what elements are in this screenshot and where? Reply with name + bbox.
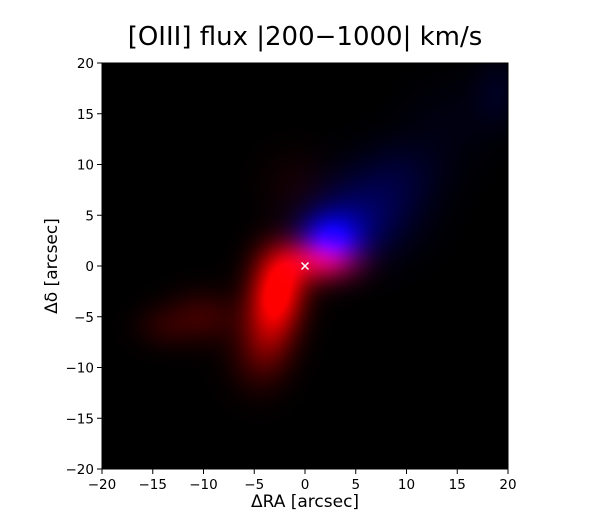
plot-area: [102, 63, 508, 469]
x-tick-label: −20: [88, 477, 117, 493]
y-tick-label: 5: [85, 208, 94, 224]
y-tick-label: −5: [74, 310, 94, 326]
y-tick-label: 15: [77, 107, 94, 123]
y-tick-label: 0: [85, 259, 94, 275]
x-tick-label: 15: [449, 477, 466, 493]
marker-layer: [300, 261, 310, 271]
x-tick-label: 20: [499, 477, 516, 493]
y-axis-label: Δδ [arcsec]: [42, 218, 62, 314]
y-tick-label: 20: [77, 56, 94, 72]
x-tick-label: −5: [244, 477, 264, 493]
x-tick-label: 0: [301, 477, 310, 493]
center-marker-stroke: [300, 261, 310, 271]
y-tick-label: −20: [66, 462, 95, 478]
x-tick-label: −10: [189, 477, 218, 493]
y-axis: −20 −15 −10 −5 0 5 10 15 20: [66, 56, 102, 478]
center-marker: [300, 261, 310, 271]
y-tick-label: −10: [66, 361, 95, 377]
x-tick-label: 10: [398, 477, 415, 493]
x-axis-label: ΔRA [arcsec]: [251, 492, 359, 512]
chart-title: [OIII] flux |200−1000| km/s: [128, 22, 483, 52]
y-tick-label: −15: [66, 411, 95, 427]
x-tick-label: 5: [351, 477, 360, 493]
x-tick-label: −15: [139, 477, 168, 493]
x-axis: −20 −15 −10 −5 0 5 10 15 20: [88, 469, 517, 493]
y-tick-label: 10: [77, 158, 94, 174]
